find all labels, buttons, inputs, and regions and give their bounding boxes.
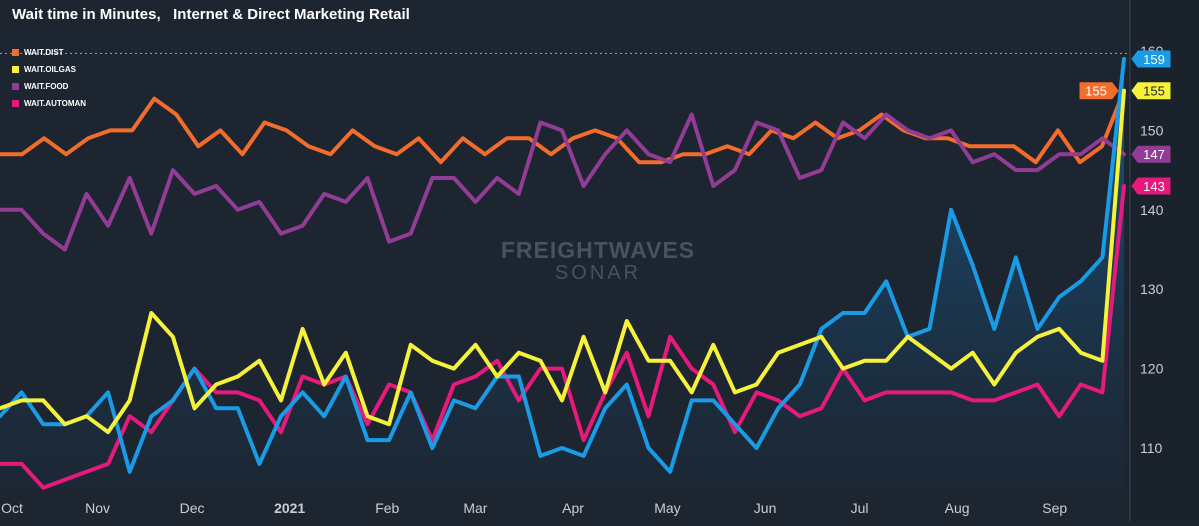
series-line-dist[interactable] bbox=[0, 88, 1126, 165]
legend-label-food: WAIT.FOOD bbox=[24, 82, 69, 91]
watermark-line1: FREIGHTWAVES bbox=[501, 237, 695, 263]
x-tick-label: Jul bbox=[851, 500, 869, 516]
x-tick-label: Apr bbox=[562, 500, 584, 516]
legend-label-oilgas: WAIT.OILGAS bbox=[24, 65, 76, 74]
legend-swatch-food bbox=[12, 83, 19, 90]
legend-item-oilgas[interactable]: WAIT.OILGAS bbox=[12, 61, 86, 78]
chart-title: Wait time in Minutes, Internet & Direct … bbox=[12, 6, 410, 23]
watermark-line2: SONAR bbox=[555, 262, 641, 284]
end-label-food: 147 bbox=[1131, 145, 1171, 163]
x-tick-label: Aug bbox=[945, 500, 970, 516]
y-tick-label: 110 bbox=[1140, 440, 1163, 456]
end-label-automan: 143 bbox=[1131, 177, 1171, 195]
y-tick-label: 150 bbox=[1140, 122, 1164, 138]
legend-swatch-dist bbox=[12, 49, 19, 56]
series-line-food[interactable] bbox=[0, 112, 1126, 252]
end-label-automan-text: 143 bbox=[1143, 179, 1165, 194]
x-tick-label: Nov bbox=[85, 500, 110, 516]
x-tick-label: 2021 bbox=[274, 500, 305, 516]
legend-label-automan: WAIT.AUTOMAN bbox=[24, 99, 87, 108]
x-tick-label: Mar bbox=[463, 500, 487, 516]
end-label-dist-text: 155 bbox=[1085, 84, 1107, 99]
y-tick-label: 130 bbox=[1140, 281, 1164, 297]
legend-item-automan[interactable]: WAIT.AUTOMAN bbox=[12, 95, 86, 112]
x-tick-label: Oct bbox=[1, 500, 23, 516]
series-area-blue bbox=[0, 58, 1124, 489]
legend-item-dist[interactable]: WAIT.DIST bbox=[12, 44, 86, 61]
legend-label-dist: WAIT.DIST bbox=[24, 48, 64, 57]
y-tick-label: 140 bbox=[1140, 202, 1164, 218]
x-tick-label: Sep bbox=[1042, 500, 1067, 516]
legend-swatch-automan bbox=[12, 100, 19, 107]
x-tick-label: Dec bbox=[180, 500, 205, 516]
x-tick-label: Feb bbox=[375, 500, 399, 516]
y-tick-label: 120 bbox=[1140, 361, 1164, 377]
end-label-oilgas: 155 bbox=[1131, 82, 1171, 100]
watermark: FREIGHTWAVES SONAR bbox=[501, 237, 695, 284]
x-tick-label: May bbox=[654, 500, 680, 516]
series-line-oilgas[interactable] bbox=[0, 88, 1126, 435]
legend: WAIT.DIST WAIT.OILGAS WAIT.FOOD WAIT.AUT… bbox=[12, 44, 86, 112]
end-label-oilgas-text: 155 bbox=[1143, 84, 1165, 99]
legend-item-food[interactable]: WAIT.FOOD bbox=[12, 78, 86, 95]
end-label-blue-text: 159 bbox=[1143, 52, 1165, 67]
end-label-food-text: 147 bbox=[1143, 147, 1165, 162]
end-label-blue: 159 bbox=[1131, 50, 1171, 68]
end-label-dist: 155 bbox=[1079, 82, 1119, 100]
legend-swatch-oilgas bbox=[12, 66, 19, 73]
x-tick-label: Jun bbox=[754, 500, 777, 516]
